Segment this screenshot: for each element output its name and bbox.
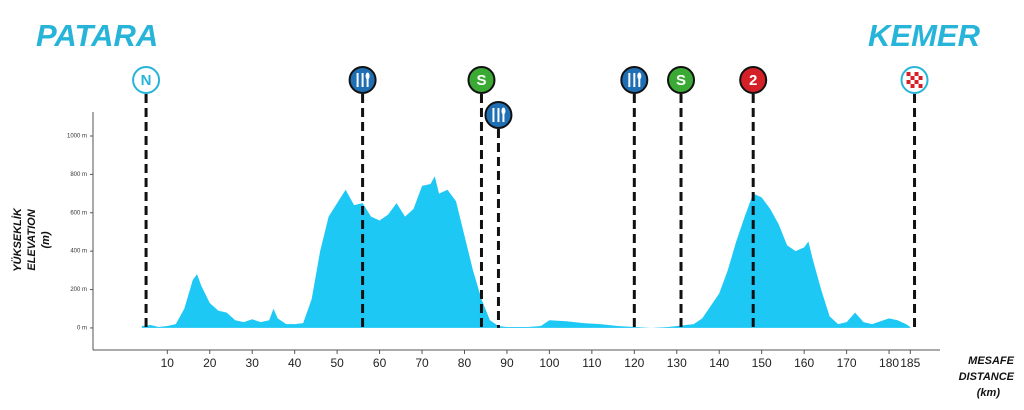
x-tick-label: 40 [288, 356, 302, 370]
y-label-line: ELEVATION [26, 208, 38, 270]
food-icon [501, 107, 506, 115]
y-tick-label: 800 m [70, 172, 87, 178]
start-title: PATARA [36, 18, 158, 53]
finish-icon [906, 80, 911, 84]
x-tick-label: 100 [539, 356, 559, 370]
finish-icon [910, 76, 915, 80]
x-label-line: DISTANCE [959, 371, 1015, 383]
x-tick-label: 80 [458, 356, 472, 370]
x-tick-label: 180 [879, 356, 899, 370]
x-tick-label: 90 [500, 356, 514, 370]
x-tick-label: 170 [837, 356, 857, 370]
marker [132, 66, 161, 94]
y-tick-label: 600 m [70, 210, 87, 216]
y-tick-label: 200 m [70, 287, 87, 293]
marker-label: S [476, 72, 486, 89]
finish-icon [914, 72, 919, 76]
marker-label: S [676, 72, 686, 89]
x-tick-label: 20 [203, 356, 217, 370]
food-icon [365, 72, 370, 80]
marker-label: 2 [749, 72, 757, 89]
finish-icon [918, 84, 923, 88]
finish-icon [910, 84, 915, 88]
x-tick-label: 160 [794, 356, 814, 370]
finish-icon [914, 80, 919, 84]
x-tick-label: 60 [373, 356, 387, 370]
y-tick-label: 400 m [70, 249, 87, 255]
marker-label: N [141, 72, 152, 89]
elevation-area [141, 176, 911, 328]
x-label-line: MESAFE [968, 355, 1015, 367]
marker [739, 66, 768, 94]
x-tick-label: 10 [161, 356, 175, 370]
y-label: YÜKSEKLİK ELEVATION (m) [11, 207, 52, 272]
x-tick-label: 110 [582, 356, 601, 370]
x-tick-label: 30 [246, 356, 260, 370]
end-title: KEMER [868, 18, 981, 53]
x-tick-label: 140 [709, 356, 729, 370]
marker [667, 66, 696, 94]
x-tick-label: 70 [415, 356, 429, 370]
y-label-line: YÜKSEKLİK [11, 207, 24, 272]
marker [467, 66, 496, 94]
y-label-line: (m) [40, 231, 52, 248]
finish-icon [918, 76, 923, 80]
x-tick-label: 185 [900, 356, 920, 370]
food-icon [637, 72, 642, 80]
x-tick-label: 50 [330, 356, 344, 370]
x-label-line: (km) [977, 387, 1001, 399]
x-tick-label: 120 [624, 356, 644, 370]
x-tick-label: 150 [752, 356, 772, 370]
finish-icon [906, 72, 911, 76]
y-tick-label: 0 m [77, 326, 87, 332]
x-tick-label: 130 [667, 356, 687, 370]
y-tick-label: 1000 m [67, 134, 87, 140]
